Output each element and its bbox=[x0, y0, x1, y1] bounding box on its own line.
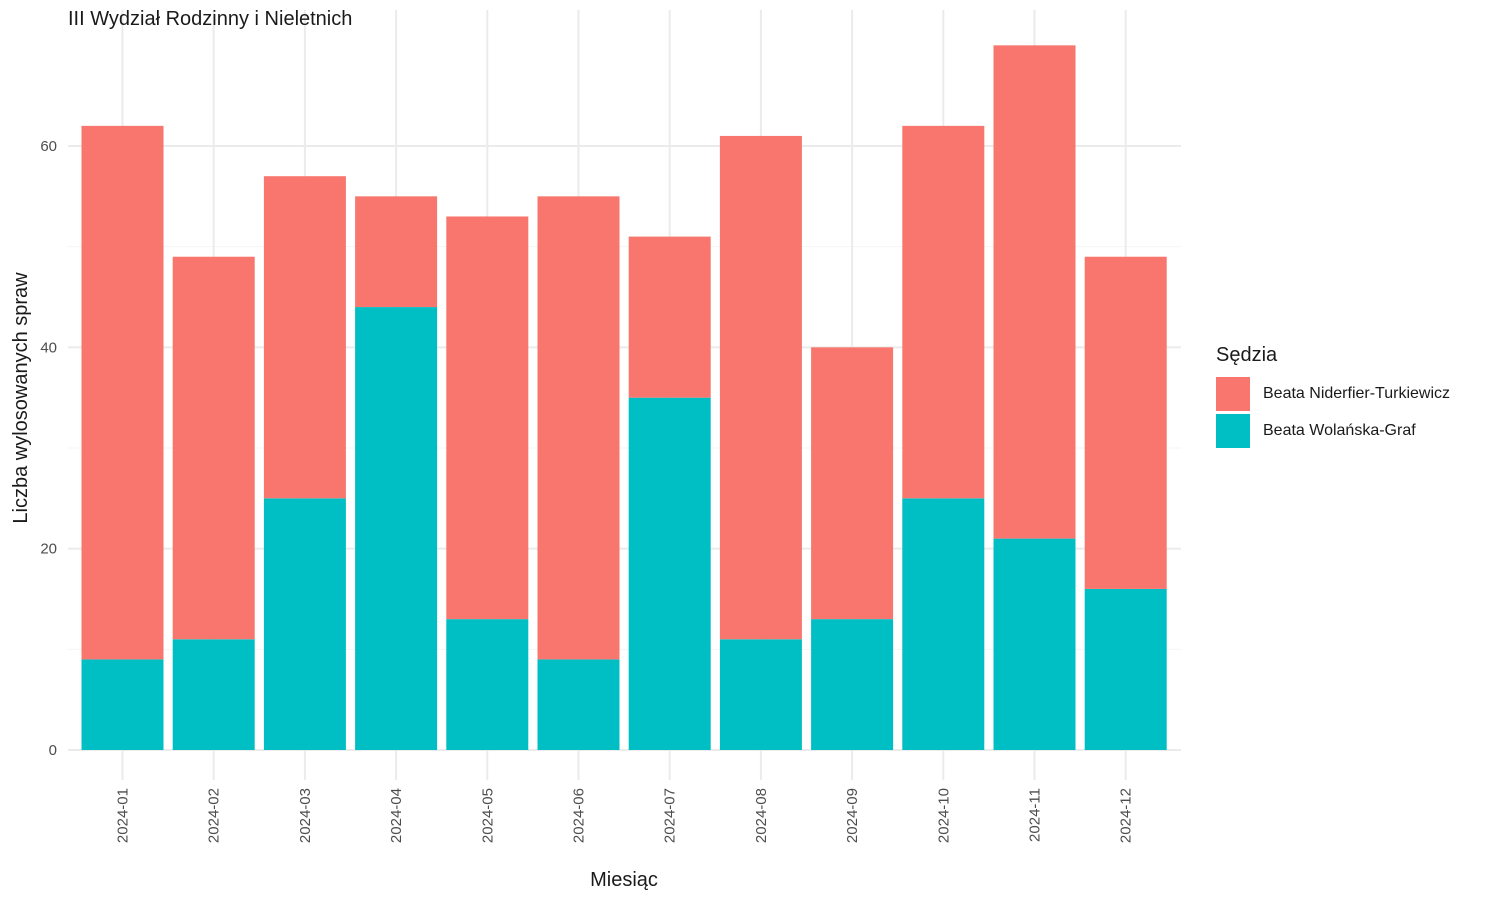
bar-segment bbox=[1084, 256, 1167, 589]
y-tick-label: 40 bbox=[40, 339, 57, 356]
bar-segment bbox=[811, 347, 894, 620]
bar-segment bbox=[902, 125, 985, 499]
bar-segment bbox=[993, 45, 1076, 539]
x-tick-label: 2024-10 bbox=[935, 788, 952, 843]
bars bbox=[81, 45, 1167, 750]
legend-item: Beata Wolańska-Graf bbox=[1216, 414, 1450, 448]
bar-segment bbox=[628, 236, 711, 398]
x-tick-label: 2024-07 bbox=[662, 788, 679, 843]
legend-swatch bbox=[1216, 377, 1250, 411]
x-tick-label: 2024-05 bbox=[479, 788, 496, 843]
bar-segment bbox=[1084, 588, 1167, 750]
x-tick-label: 2024-08 bbox=[753, 788, 770, 843]
legend-title: Sędzia bbox=[1216, 344, 1278, 366]
x-tick-label: 2024-01 bbox=[115, 788, 132, 843]
bar-segment bbox=[263, 498, 346, 750]
bar-segment bbox=[355, 307, 438, 750]
x-tick-label: 2024-02 bbox=[206, 788, 223, 843]
legend-item: Beata Niderfier-Turkiewicz bbox=[1216, 377, 1450, 411]
y-axis-ticks: 0 20 40 60 bbox=[40, 138, 57, 759]
legend: Sędzia Beata Niderfier-Turkiewicz Beata W… bbox=[1216, 344, 1450, 451]
x-tick-label: 2024-09 bbox=[844, 788, 861, 843]
legend-items: Beata Niderfier-Turkiewicz Beata Wolańska… bbox=[1216, 377, 1450, 448]
bar-segment bbox=[446, 216, 529, 620]
bar-segment bbox=[628, 397, 711, 750]
bar-segment bbox=[993, 538, 1076, 750]
y-tick-label: 20 bbox=[40, 541, 57, 558]
bar-segment bbox=[719, 135, 802, 640]
legend-label: Beata Wolańska-Graf bbox=[1263, 422, 1416, 439]
bar-segment bbox=[81, 125, 164, 660]
bar-segment bbox=[902, 498, 985, 750]
bar-segment bbox=[537, 196, 620, 660]
legend-label: Beata Niderfier-Turkiewicz bbox=[1263, 385, 1451, 402]
bar-segment bbox=[263, 176, 346, 499]
x-tick-label: 2024-03 bbox=[297, 788, 314, 843]
bar-segment bbox=[355, 196, 438, 308]
x-tick-label: 2024-12 bbox=[1118, 788, 1135, 843]
legend-swatch bbox=[1216, 414, 1250, 448]
x-axis-ticks: 2024-01 2024-02 2024-03 2024-04 2024-05 2024-… bbox=[115, 788, 1135, 843]
bar-segment bbox=[172, 256, 255, 640]
bar-segment bbox=[537, 659, 620, 750]
bar-segment bbox=[172, 639, 255, 750]
x-tick-label: 2024-04 bbox=[388, 788, 405, 843]
y-axis-title: Liczba wylosowanych spraw bbox=[10, 272, 32, 524]
y-tick-label: 0 bbox=[49, 742, 57, 759]
bar-segment bbox=[446, 619, 529, 750]
y-tick-label: 60 bbox=[40, 138, 57, 155]
x-tick-label: 2024-06 bbox=[571, 788, 588, 843]
bar-segment bbox=[811, 619, 894, 750]
chart-title: III Wydział Rodzinny i Nieletnich bbox=[68, 8, 353, 30]
bar-segment bbox=[81, 659, 164, 750]
x-tick-label: 2024-11 bbox=[1027, 788, 1044, 842]
x-axis-title: Miesiąc bbox=[590, 869, 658, 891]
bar-segment bbox=[719, 639, 802, 750]
